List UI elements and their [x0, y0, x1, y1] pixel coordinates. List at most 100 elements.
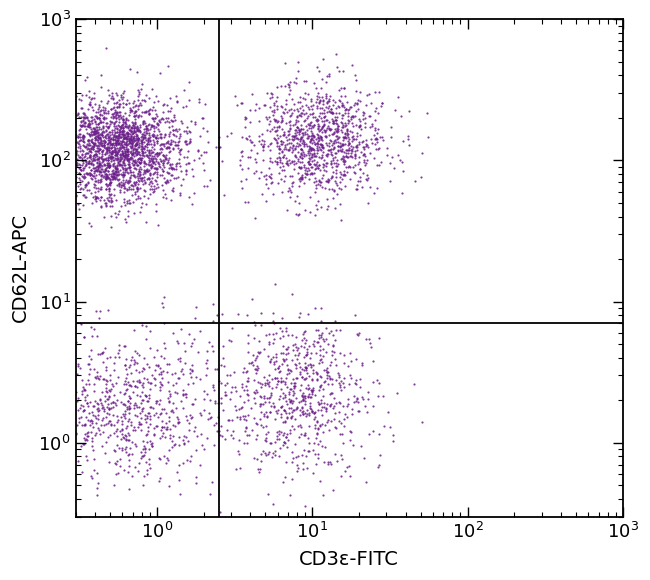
Point [73, 204, 84, 213]
Point [264, 397, 274, 407]
Point [109, 144, 120, 154]
Point [321, 99, 332, 108]
Point [124, 404, 135, 414]
Point [129, 399, 140, 408]
Point [328, 100, 339, 110]
Point [257, 146, 268, 155]
Point [200, 100, 211, 109]
Point [310, 413, 320, 422]
Point [252, 365, 263, 375]
Point [110, 117, 120, 126]
Point [126, 180, 136, 190]
Point [345, 152, 356, 161]
Point [254, 117, 265, 126]
Point [130, 127, 140, 136]
Point [161, 408, 172, 418]
Point [96, 124, 106, 133]
Point [142, 359, 152, 368]
Point [124, 163, 134, 172]
Point [297, 102, 307, 111]
Point [311, 375, 322, 384]
Point [300, 502, 310, 511]
Point [279, 144, 289, 154]
Point [117, 445, 127, 455]
Point [304, 360, 315, 369]
Point [283, 161, 293, 170]
Point [94, 113, 104, 122]
Point [75, 441, 86, 450]
Point [93, 423, 103, 433]
Point [163, 378, 174, 387]
Point [73, 138, 83, 147]
Point [264, 339, 274, 349]
Point [103, 419, 113, 428]
Point [329, 128, 339, 137]
Point [306, 144, 316, 154]
Point [103, 166, 113, 175]
Point [220, 434, 231, 443]
Point [339, 382, 349, 391]
Point [316, 373, 326, 382]
Point [146, 122, 157, 131]
Point [79, 118, 89, 128]
Point [91, 146, 101, 155]
Point [87, 416, 98, 426]
Point [123, 179, 133, 188]
Point [132, 348, 142, 357]
Point [278, 377, 288, 386]
Point [255, 450, 266, 459]
Point [342, 168, 352, 177]
Point [130, 179, 140, 188]
Point [114, 461, 125, 470]
Point [168, 125, 179, 135]
Point [395, 156, 406, 165]
Point [98, 102, 109, 111]
Point [103, 132, 114, 142]
Point [89, 173, 99, 183]
Point [323, 459, 333, 469]
Point [306, 95, 316, 104]
Point [290, 196, 300, 205]
Point [355, 130, 365, 140]
Point [338, 100, 348, 109]
Point [276, 378, 286, 387]
Point [105, 202, 116, 211]
Point [149, 169, 159, 178]
Point [342, 125, 352, 134]
Point [131, 144, 142, 154]
Point [333, 85, 344, 94]
Point [202, 389, 212, 398]
Point [123, 397, 133, 406]
Point [139, 177, 150, 186]
Point [287, 135, 298, 144]
Point [387, 153, 397, 162]
Point [161, 143, 172, 153]
Point [322, 121, 333, 130]
Point [85, 124, 96, 133]
Point [87, 473, 98, 483]
Point [109, 390, 120, 400]
Point [315, 97, 326, 106]
Point [301, 451, 311, 461]
Point [138, 442, 149, 451]
Point [99, 140, 109, 150]
Point [309, 148, 319, 158]
Point [335, 430, 345, 439]
Point [346, 103, 356, 112]
Point [86, 188, 96, 197]
Point [250, 320, 260, 329]
Point [140, 321, 151, 330]
Point [280, 374, 291, 383]
Point [144, 148, 154, 157]
Point [99, 198, 110, 208]
Point [280, 407, 291, 416]
Point [333, 121, 343, 130]
Point [101, 130, 111, 140]
Point [283, 330, 294, 339]
Point [82, 429, 92, 438]
Point [313, 121, 324, 130]
Point [165, 160, 176, 169]
Point [313, 449, 323, 458]
Point [292, 147, 303, 156]
Point [99, 142, 109, 151]
